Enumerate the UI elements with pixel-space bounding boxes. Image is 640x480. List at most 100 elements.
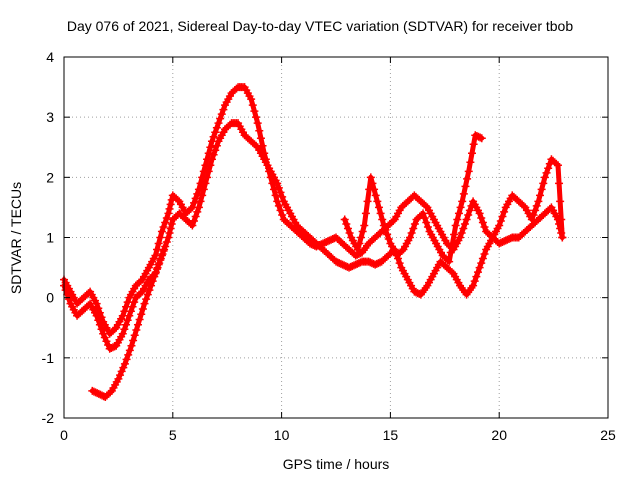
data-point-marker: [130, 298, 139, 307]
data-point-marker: [166, 224, 175, 233]
data-point-marker: [97, 325, 106, 334]
data-point-marker: [379, 221, 388, 230]
data-point-marker: [475, 209, 484, 218]
data-point-marker: [461, 182, 470, 191]
data-point-marker: [142, 295, 151, 304]
y-tick-label: 3: [46, 109, 54, 125]
data-point-marker: [273, 179, 282, 188]
data-point-marker: [558, 233, 567, 242]
data-point-marker: [557, 215, 566, 224]
data-point-marker: [212, 123, 221, 132]
data-point-marker: [106, 388, 115, 397]
data-point-marker: [278, 210, 287, 219]
data-point-marker: [252, 113, 261, 122]
x-tick-label: 10: [274, 427, 290, 443]
data-point-marker: [532, 201, 541, 210]
data-point-marker: [130, 331, 139, 340]
data-point-marker: [358, 227, 367, 236]
data-point-marker: [157, 227, 166, 236]
data-point-marker: [117, 367, 126, 376]
data-point-marker: [498, 212, 507, 221]
data-point-marker: [120, 325, 129, 334]
data-point-marker: [100, 333, 109, 342]
data-point-marker: [253, 119, 262, 128]
data-point-marker: [248, 101, 257, 110]
data-point-marker: [211, 128, 220, 137]
data-point-marker: [475, 263, 484, 272]
data-point-marker: [555, 179, 564, 188]
data-point-marker: [156, 254, 165, 263]
data-point-marker: [378, 215, 387, 224]
data-point-marker: [368, 179, 377, 188]
data-point-marker: [193, 189, 202, 198]
data-point-marker: [480, 222, 489, 231]
data-point-marker: [143, 290, 152, 299]
data-point-marker: [95, 320, 104, 329]
data-point-marker: [469, 281, 478, 290]
data-point-marker: [154, 239, 163, 248]
data-point-marker: [478, 254, 487, 263]
data-point-marker: [64, 295, 73, 304]
data-point-marker: [165, 228, 174, 237]
ticks: 0 5 10 15 20 25 -2 -1 0 1 2 3 4: [42, 49, 616, 443]
data-point-marker: [476, 133, 485, 142]
data-point-marker: [201, 179, 210, 188]
series-1: [60, 119, 567, 353]
data-point-marker: [128, 302, 137, 311]
data-point-marker: [160, 245, 169, 254]
x-tick-label: 15: [383, 427, 399, 443]
data-point-marker: [384, 235, 393, 244]
data-point-marker: [162, 238, 171, 247]
data-point-marker: [155, 259, 164, 268]
data-point-marker: [199, 185, 208, 194]
data-point-marker: [119, 363, 128, 372]
data-point-marker: [376, 209, 385, 218]
data-point-marker: [443, 256, 452, 265]
data-point-marker: [531, 206, 540, 215]
data-point-marker: [420, 213, 429, 222]
data-point-marker: [186, 204, 195, 213]
data-point-marker: [252, 141, 261, 150]
data-point-marker: [209, 150, 218, 159]
data-point-marker: [496, 216, 505, 225]
data-markers: [60, 83, 567, 401]
data-point-marker: [136, 277, 145, 286]
data-point-marker: [389, 216, 398, 225]
data-point-marker: [153, 245, 162, 254]
data-point-marker: [464, 167, 473, 176]
data-point-marker: [360, 221, 369, 230]
data-point-marker: [94, 316, 103, 325]
data-point-marker: [124, 350, 133, 359]
data-point-marker: [445, 257, 454, 266]
data-point-marker: [147, 281, 156, 290]
data-point-marker: [256, 134, 265, 143]
data-point-marker: [534, 197, 543, 206]
data-point-marker: [150, 272, 159, 281]
data-point-marker: [153, 263, 162, 272]
data-point-marker: [371, 191, 380, 200]
data-point-marker: [173, 195, 182, 204]
data-point-marker: [340, 215, 349, 224]
data-point-marker: [540, 173, 549, 182]
data-point-marker: [447, 268, 456, 277]
data-point-marker: [552, 159, 561, 168]
data-point-marker: [194, 203, 203, 212]
x-tick-label: 0: [60, 427, 68, 443]
data-point-marker: [456, 233, 465, 242]
data-point-marker: [127, 341, 136, 350]
data-point-marker: [102, 337, 111, 346]
data-point-marker: [370, 185, 379, 194]
data-point-marker: [458, 197, 467, 206]
data-point-marker: [122, 355, 131, 364]
data-point-marker: [140, 299, 149, 308]
data-point-marker: [198, 191, 207, 200]
data-point-marker: [409, 224, 418, 233]
data-point-marker: [407, 228, 416, 237]
data-point-marker: [544, 164, 553, 173]
data-point-marker: [125, 311, 134, 320]
data-point-marker: [135, 315, 144, 324]
data-point-marker: [196, 197, 205, 206]
data-point-marker: [161, 218, 170, 227]
data-point-marker: [190, 198, 199, 207]
data-point-marker: [500, 207, 509, 216]
